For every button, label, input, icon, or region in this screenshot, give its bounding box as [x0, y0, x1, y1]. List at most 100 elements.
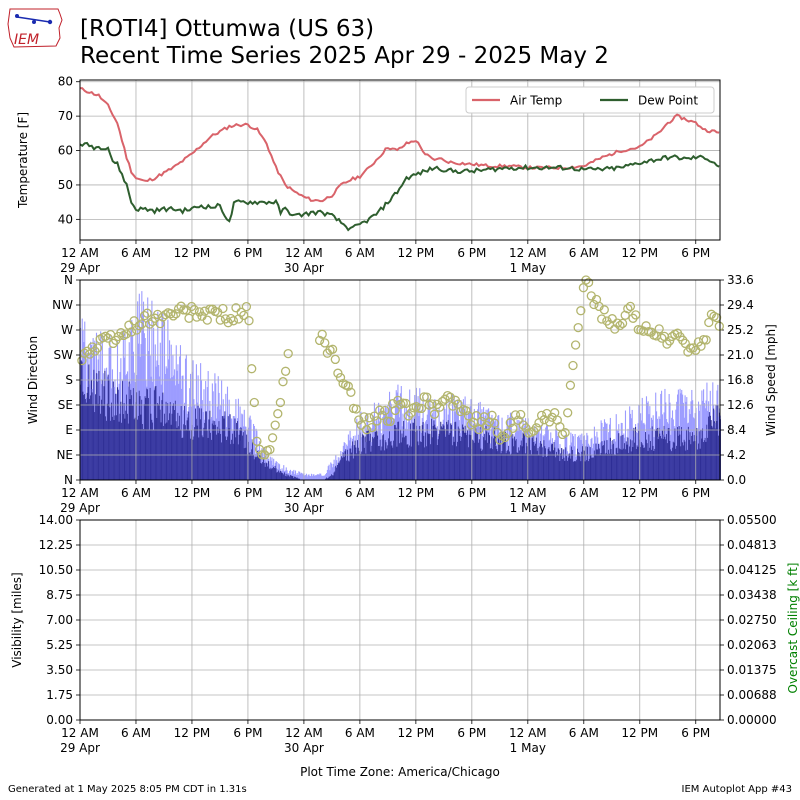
y-tick-label: 80 [58, 75, 73, 89]
wind-speed-bar [395, 427, 397, 480]
wind-speed-bar [202, 437, 204, 480]
wind-speed-bar [581, 451, 583, 480]
wind-speed-bar [585, 446, 587, 480]
wind-speed-bar [457, 426, 459, 480]
wind-speed-bar [274, 465, 276, 480]
wind-speed-bar [116, 387, 119, 480]
wind-speed-bar [229, 414, 231, 480]
wind-direction-marker [568, 360, 578, 371]
wind-speed-bar [364, 436, 366, 480]
wind-speed-bar [689, 432, 691, 480]
wind-speed-bar [365, 453, 367, 480]
wind-gust-bar [138, 293, 140, 480]
logo-network-line [16, 16, 51, 23]
wind-speed-bar [372, 436, 374, 480]
wind-speed-bar [232, 443, 234, 480]
x-tick-label: 6 PM [681, 726, 710, 740]
wind-speed-bar [183, 424, 185, 480]
wind-speed-bar [176, 427, 178, 480]
wind-speed-bar [294, 476, 297, 480]
wind-speed-bar [104, 370, 106, 480]
x-tick-date-label: 29 Apr [60, 501, 100, 515]
wind-speed-bar [477, 442, 480, 480]
wind-speed-bar [353, 445, 355, 480]
wind-speed-bar [712, 427, 714, 480]
x-tick-label: 12 PM [398, 246, 435, 260]
wind-speed-bar [687, 426, 690, 480]
wind-speed-bar [498, 437, 500, 480]
wind-speed-bar [289, 474, 292, 480]
wind-speed-bar [123, 402, 125, 480]
wind-direction-marker [327, 344, 338, 354]
wind-speed-bar [400, 442, 402, 480]
wind-gust-bar [175, 345, 177, 480]
wind-speed-bar [669, 440, 671, 480]
wind-gust-bar [570, 432, 572, 480]
wind-gust-bar [600, 420, 602, 480]
wind-direction-marker [557, 429, 568, 440]
wind-speed-bar [575, 461, 577, 480]
wind-speed-bar [615, 448, 617, 480]
wind-speed-bar [537, 448, 539, 480]
legend: Air Temp Dew Point [465, 86, 715, 114]
wind-speed-bar [680, 446, 682, 480]
wind-speed-bar [457, 441, 459, 480]
wind-speed-bar [547, 448, 549, 480]
wind-speed-bar [423, 435, 425, 480]
wind-direction-tick-label: NW [52, 298, 73, 312]
x-tick-date-label: 30 Apr [284, 741, 324, 755]
wind-speed-bar [152, 422, 154, 480]
wind-gust-bar [250, 419, 252, 480]
wind-speed-bar [557, 448, 559, 480]
wind-speed-bar [96, 381, 98, 480]
wind-direction-marker [429, 409, 440, 419]
wind-gust-bar [509, 412, 512, 480]
wind-speed-bar [134, 417, 136, 480]
wind-speed-bar [552, 450, 554, 480]
wind-direction-marker [314, 335, 325, 346]
x-tick-date-label: 30 Apr [284, 261, 324, 275]
wind-speed-bar [702, 428, 704, 480]
wind-speed-bar [677, 435, 679, 480]
chart-title: [ROTI4] Ottumwa (US 63) Recent Time Seri… [80, 16, 609, 70]
wind-speed-bar [592, 457, 594, 480]
wind-speed-bar [147, 389, 149, 480]
wind-speed-bar [417, 441, 419, 480]
ceiling-tick-label: 0.01375 [727, 663, 777, 677]
wind-speed-bar [492, 449, 494, 480]
wind-speed-bar [667, 428, 669, 480]
wind-speed-bar [559, 461, 561, 480]
wind-gust-bar [308, 474, 310, 480]
wind-speed-bar [184, 406, 186, 480]
visibility-tick-label: 12.25 [39, 538, 73, 552]
wind-speed-bar [697, 443, 700, 480]
wind-speed-bar [219, 428, 221, 480]
wind-speed-bar [476, 433, 478, 480]
wind-speed-bar [296, 477, 298, 480]
wind-speed-bar [258, 455, 260, 480]
ceiling-tick-label: 0.00688 [727, 688, 777, 702]
wind-speed-bar [522, 432, 524, 480]
wind-speed-bar [422, 422, 424, 480]
wind-speed-bar [432, 425, 434, 480]
wind-speed-bar [200, 419, 202, 480]
wind-gust-bar [243, 409, 245, 480]
wind-speed-bar [228, 428, 230, 480]
wind-speed-bar [170, 424, 172, 480]
wind-speed-bar [103, 386, 105, 480]
wind-speed-bar [241, 428, 243, 480]
wind-speed-bar [523, 433, 525, 480]
wind-speed-bar [86, 392, 88, 480]
wind-speed-bar [113, 419, 115, 480]
wind-speed-bar [279, 470, 281, 480]
wind-speed-bar [520, 440, 522, 480]
wind-direction-marker [625, 301, 636, 312]
wind-speed-bar [389, 441, 391, 480]
wind-gust-bar [284, 470, 286, 480]
wind-gust-bar [315, 475, 318, 480]
wind-gust-bar [453, 396, 455, 480]
wind-direction-marker [701, 335, 711, 345]
wind-speed-bar [371, 445, 373, 480]
app-note: IEM Autoplot App #43 [681, 784, 792, 795]
wind-speed-bar [565, 447, 567, 480]
